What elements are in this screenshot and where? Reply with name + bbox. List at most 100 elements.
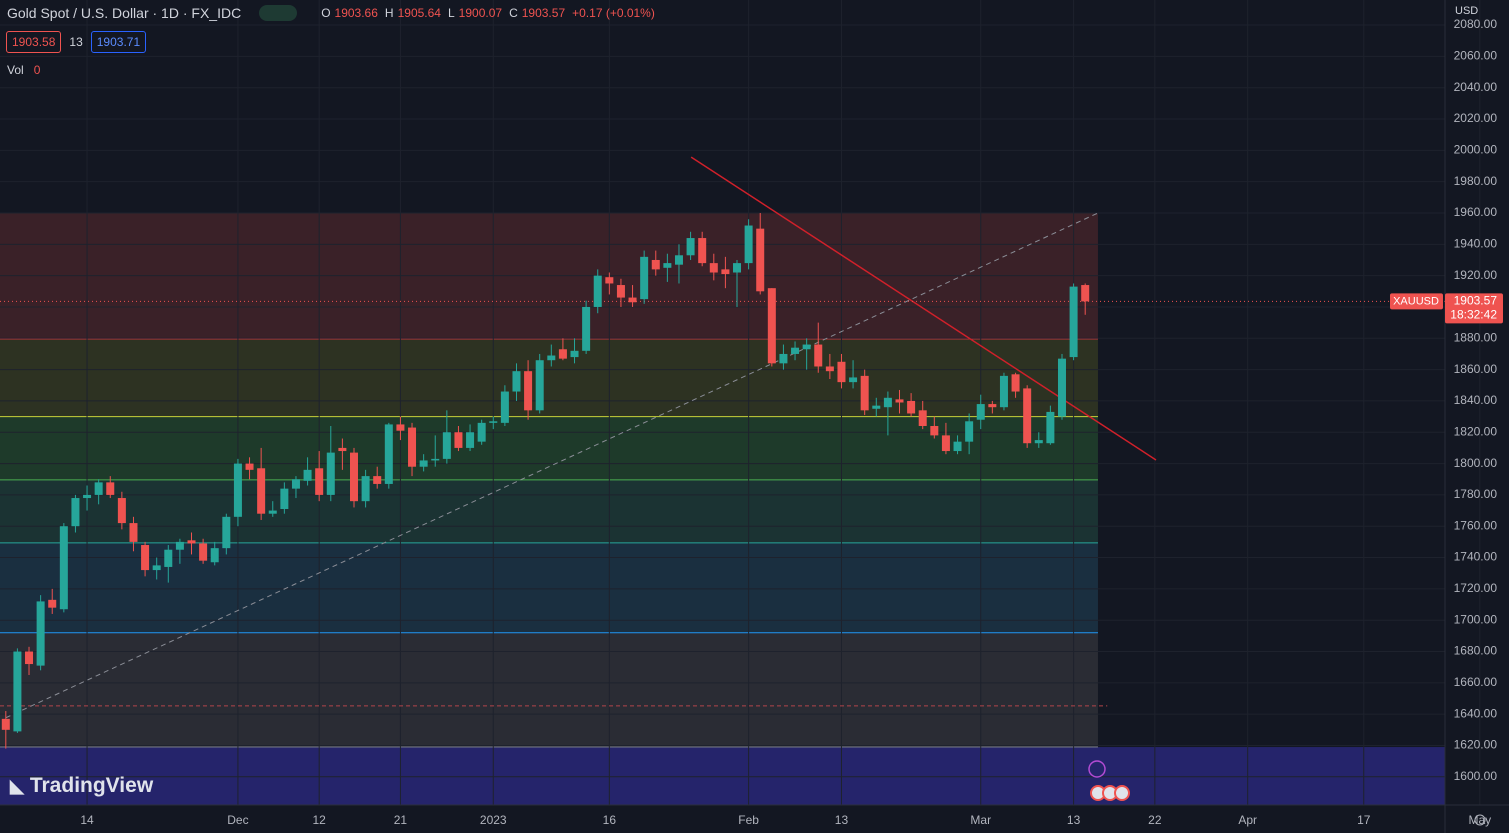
x-tick-label: 17 <box>1357 813 1371 827</box>
x-tick-label: 13 <box>835 813 849 827</box>
candle-body <box>233 463 242 517</box>
fib-band <box>0 632 1098 748</box>
candle-body <box>222 516 231 549</box>
candle-body <box>94 482 103 495</box>
candle-body <box>709 263 718 273</box>
candle-body <box>408 427 417 467</box>
candle-body <box>512 371 521 392</box>
x-tick-label: 2023 <box>480 813 507 827</box>
trend-line <box>690 156 1157 461</box>
candle-body <box>152 565 161 571</box>
candle-body <box>257 468 266 514</box>
candle-body <box>744 225 753 264</box>
main-layer <box>0 156 1445 749</box>
x-tick-label: 12 <box>312 813 326 827</box>
y-tick-label: 1920.00 <box>1454 268 1498 282</box>
candle-body <box>837 361 846 383</box>
ohlc-value: 1905.64 <box>397 6 441 20</box>
candle-body <box>1046 411 1055 444</box>
candle-body <box>779 353 788 364</box>
y-tick-label: 1980.00 <box>1454 174 1498 188</box>
axis-layer: 1600.00 1620.00 1640.00 1660.00 1680.00 1700.… <box>80 17 1503 827</box>
candle-body <box>268 510 277 514</box>
candle-body <box>558 349 567 359</box>
x-tick-label: 13 <box>1067 813 1081 827</box>
ohlc-value: 1903.57 <box>521 6 566 20</box>
y-tick-label: 1640.00 <box>1454 706 1498 720</box>
y-tick-label: 1940.00 <box>1454 236 1498 250</box>
y-tick-label: 1820.00 <box>1454 424 1498 438</box>
x-tick-label: 22 <box>1148 813 1162 827</box>
candle-body <box>1057 358 1066 417</box>
candle-body <box>814 344 823 367</box>
candle-body <box>431 458 440 461</box>
candle-body <box>930 425 939 436</box>
ohlc-key: O <box>321 6 331 20</box>
candle-body <box>303 469 312 481</box>
candle-body <box>141 545 150 571</box>
candle-body <box>454 432 463 448</box>
candle-body <box>384 424 393 484</box>
countdown: 18:32:42 <box>1450 308 1497 322</box>
ohlc-key: C <box>509 6 518 20</box>
candle-body <box>674 255 683 265</box>
y-tick-label: 1780.00 <box>1454 487 1498 501</box>
candle-body <box>686 238 695 256</box>
symbol: Gold Spot / U.S. Dollar · 1D · FX_IDC <box>7 5 242 21</box>
spread: 13 <box>69 35 83 49</box>
flag-icon[interactable] <box>1114 785 1130 801</box>
y-tick-label: 1860.00 <box>1454 362 1498 376</box>
y-tick-label: 1680.00 <box>1454 644 1498 658</box>
settings-icon[interactable] <box>1474 814 1486 826</box>
candle-body <box>907 400 916 414</box>
y-tick-label: 1880.00 <box>1454 330 1498 344</box>
y-tick-label: 2020.00 <box>1454 111 1498 125</box>
volume-row: Vol 0 <box>7 63 40 77</box>
candle-body <box>872 405 881 409</box>
candle-body <box>291 479 300 489</box>
y-tick-label: 1960.00 <box>1454 205 1498 219</box>
ohlc: O 1903.66 H 1905.64 L 1900.07 C 1903.57 +0.17 (+… <box>321 6 655 20</box>
candle-body <box>466 432 475 448</box>
candle-body <box>349 452 358 502</box>
candle-body <box>825 366 834 372</box>
x-tick-label: 21 <box>394 813 408 827</box>
candle-body <box>918 410 927 426</box>
x-tick-label: Apr <box>1238 813 1257 827</box>
volume-label: Vol <box>7 63 24 77</box>
candle-body <box>442 432 451 459</box>
change: +0.17 (+0.01%) <box>572 6 655 20</box>
ohlc-key: H <box>384 6 394 20</box>
candle-body <box>640 256 649 300</box>
candle-body <box>48 599 57 608</box>
candle-body <box>1011 374 1020 392</box>
candle-body <box>953 441 962 452</box>
candle-body <box>756 228 765 292</box>
candle-body <box>117 498 126 524</box>
candle-body <box>582 306 591 351</box>
y-tick-label: 1660.00 <box>1454 675 1498 689</box>
candle-body <box>338 447 347 452</box>
candle-body <box>175 541 184 550</box>
currency[interactable]: USD <box>1455 5 1479 17</box>
candle-body <box>628 297 637 303</box>
ask[interactable]: 1903.71 <box>90 31 147 53</box>
candle-body <box>199 543 208 561</box>
event-icon[interactable] <box>1088 760 1106 778</box>
candle-body <box>25 651 34 665</box>
volume: 0 <box>33 63 41 77</box>
candle-body <box>535 360 544 411</box>
y-tick-label: 2040.00 <box>1454 80 1498 94</box>
bid[interactable]: 1903.58 <box>6 31 62 53</box>
candle-body <box>965 421 974 442</box>
candle-body <box>698 238 707 264</box>
candle-body <box>419 460 428 467</box>
candle-body <box>36 601 45 666</box>
candle-body <box>849 377 858 383</box>
price-tag: 1903.57 <box>1454 294 1498 308</box>
price-tag-bg <box>1445 293 1503 324</box>
candle-body <box>547 355 556 361</box>
candle-body <box>1023 388 1032 444</box>
candle-body <box>570 350 579 358</box>
